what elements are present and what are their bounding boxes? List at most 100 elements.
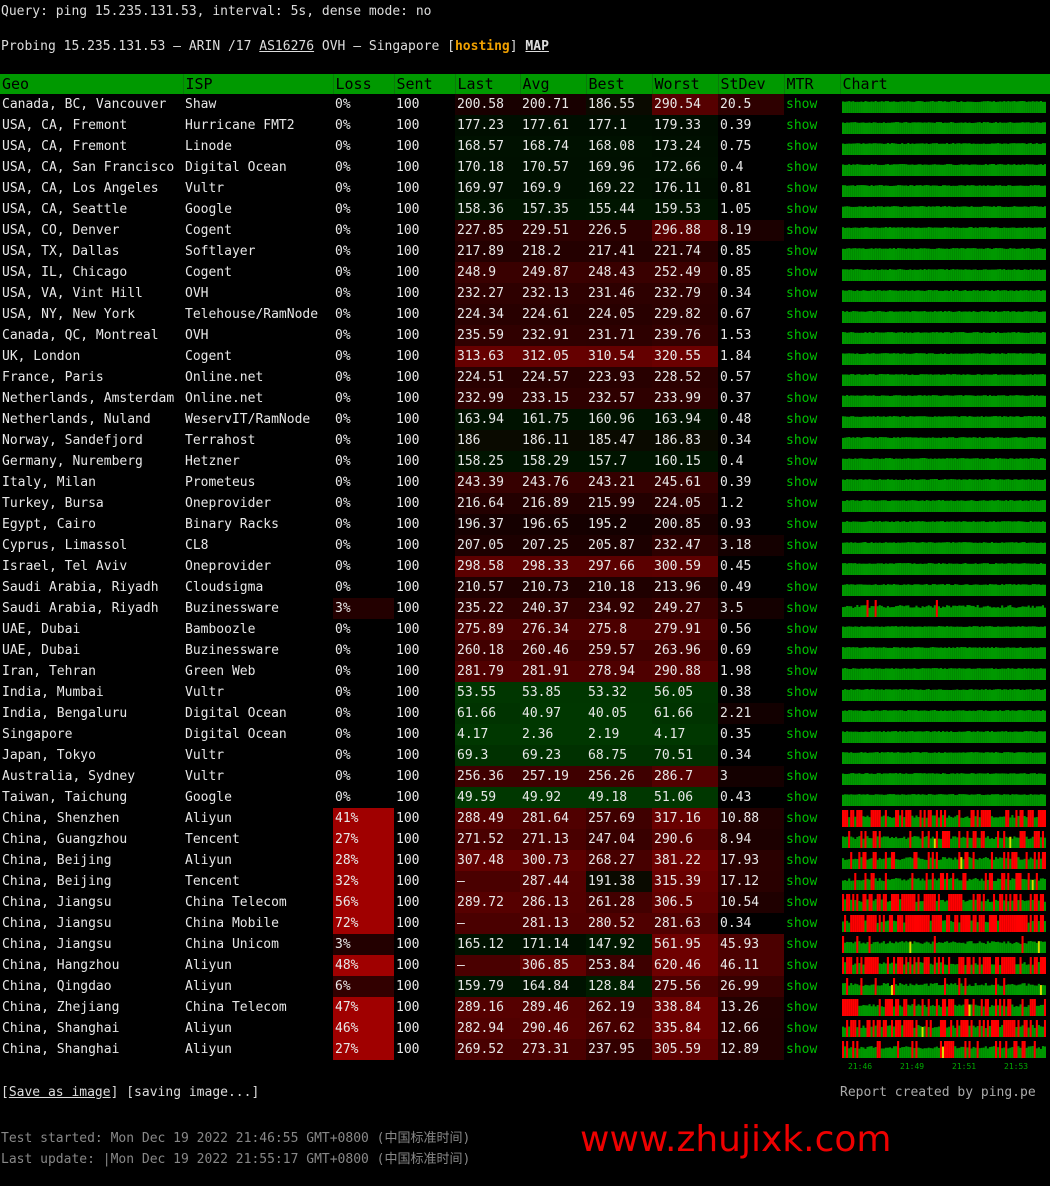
latency-bar [893, 689, 896, 701]
mtr-cell[interactable]: show [786, 874, 818, 889]
mtr-cell[interactable]: show [786, 202, 818, 217]
mtr-cell[interactable]: show [786, 811, 818, 826]
latency-bar [952, 710, 955, 722]
latency-bar [972, 206, 975, 218]
latency-bar [929, 395, 932, 407]
mtr-cell[interactable]: show [786, 475, 818, 490]
latency-bar [990, 984, 994, 995]
mtr-cell[interactable]: show [786, 412, 818, 427]
latency-bar [860, 332, 863, 344]
mtr-cell[interactable]: show [786, 727, 818, 742]
mtr-cell[interactable]: show [786, 622, 818, 637]
isp-cell: Terrahost [185, 433, 256, 448]
mtr-cell[interactable]: show [786, 853, 818, 868]
mtr-cell[interactable]: show [786, 517, 818, 532]
mtr-cell[interactable]: show [786, 958, 818, 973]
loss-bar [999, 894, 1002, 911]
latency-bar [1025, 521, 1028, 533]
latency-bar [901, 290, 904, 302]
column-header-sent[interactable]: Sent [394, 74, 456, 94]
mtr-cell[interactable]: show [786, 580, 818, 595]
mtr-cell[interactable]: show [786, 391, 818, 406]
mtr-cell[interactable]: show [786, 937, 818, 952]
mtr-cell[interactable]: show [786, 454, 818, 469]
last-cell: 313.63 [455, 346, 520, 367]
mtr-cell[interactable]: show [786, 706, 818, 721]
latency-bar [968, 710, 971, 722]
latency-bar [933, 458, 936, 470]
mtr-cell[interactable]: show [786, 664, 818, 679]
mtr-cell[interactable]: show [786, 265, 818, 280]
column-header-worst[interactable]: Worst [652, 74, 719, 94]
mtr-cell[interactable]: show [786, 769, 818, 784]
latency-bar [946, 395, 949, 407]
latency-bar [931, 416, 934, 428]
mtr-cell[interactable]: show [786, 832, 818, 847]
mtr-cell[interactable]: show [786, 181, 818, 196]
latency-bar [999, 500, 1002, 512]
mtr-cell[interactable]: show [786, 97, 818, 112]
column-header-last[interactable]: Last [455, 74, 521, 94]
worst-cell: 179.33 [652, 115, 718, 136]
mtr-cell[interactable]: show [786, 139, 818, 154]
mtr-cell[interactable]: show [786, 286, 818, 301]
mtr-cell[interactable]: show [786, 370, 818, 385]
latency-bar [935, 395, 938, 407]
latency-bar [858, 311, 861, 323]
mtr-cell[interactable]: show [786, 643, 818, 658]
mtr-cell[interactable]: show [786, 559, 818, 574]
latency-bar [974, 332, 977, 344]
mtr-cell[interactable]: show [786, 244, 818, 259]
mtr-cell[interactable]: show [786, 601, 818, 616]
latency-bar [964, 668, 967, 680]
loss-bar [905, 810, 908, 827]
latency-bar [890, 437, 894, 449]
column-header-best[interactable]: Best [586, 74, 653, 94]
mtr-cell[interactable]: show [786, 496, 818, 511]
latency-bar [1015, 1005, 1018, 1016]
latency-bar [907, 164, 910, 176]
mtr-cell[interactable]: show [786, 790, 818, 805]
mtr-cell[interactable]: show [786, 538, 818, 553]
column-header-avg[interactable]: Avg [520, 74, 587, 94]
mtr-cell[interactable]: show [786, 118, 818, 133]
mtr-cell[interactable]: show [786, 307, 818, 322]
column-header-mtr[interactable]: MTR [784, 74, 841, 94]
column-header-loss[interactable]: Loss [333, 74, 395, 94]
latency-bar [946, 185, 949, 197]
mtr-cell[interactable]: show [786, 1000, 818, 1015]
mtr-cell[interactable]: show [786, 979, 818, 994]
asn-link[interactable]: AS16276 [259, 39, 315, 54]
latency-bar [950, 542, 953, 554]
latency-bar [911, 332, 914, 344]
latency-bar [854, 626, 857, 638]
latency-bar [988, 606, 991, 617]
latency-bar [909, 185, 912, 197]
mtr-cell[interactable]: show [786, 685, 818, 700]
latency-bar [954, 857, 957, 869]
latency-bar [976, 395, 979, 407]
mtr-cell[interactable]: show [786, 895, 818, 910]
mtr-cell[interactable]: show [786, 349, 818, 364]
latency-bar [862, 479, 865, 491]
latency-bar [929, 269, 932, 281]
latency-bar [980, 248, 983, 260]
column-header-stdev[interactable]: StDev [718, 74, 785, 94]
column-header-chart[interactable]: Chart [840, 74, 1050, 94]
latency-bar [890, 521, 894, 533]
column-header-geo[interactable]: Geo [0, 74, 184, 94]
column-header-isp[interactable]: ISP [183, 74, 334, 94]
loss-bar [1013, 894, 1016, 911]
mtr-cell[interactable]: show [786, 748, 818, 763]
latency-bar [1007, 500, 1010, 512]
loss-bar [968, 915, 971, 932]
mtr-cell[interactable]: show [786, 160, 818, 175]
latency-bar [950, 920, 953, 932]
mtr-cell[interactable]: show [786, 433, 818, 448]
mtr-cell[interactable]: show [786, 223, 818, 238]
mtr-cell[interactable]: show [786, 328, 818, 343]
latency-bar [1009, 374, 1012, 386]
mtr-cell[interactable]: show [786, 916, 818, 931]
map-link[interactable]: MAP [525, 39, 549, 54]
latency-bar [948, 942, 951, 953]
